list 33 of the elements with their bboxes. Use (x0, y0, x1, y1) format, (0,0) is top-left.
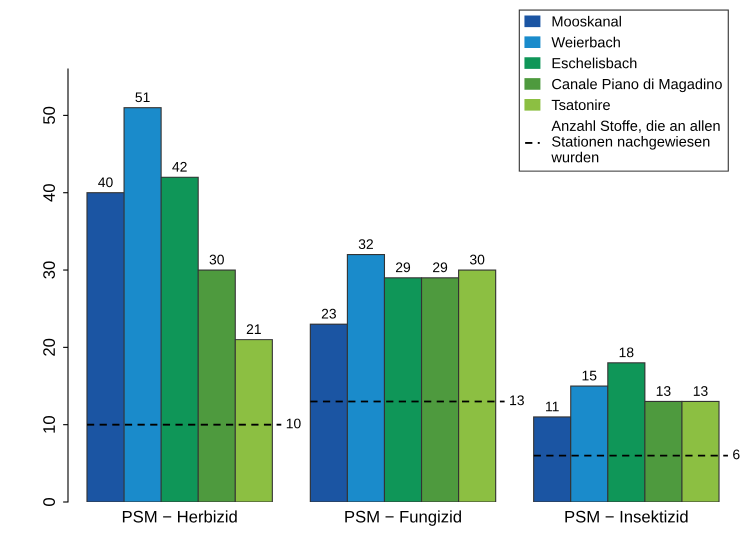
y-tick-label: 10 (43, 416, 55, 433)
data-label: 29 (396, 262, 410, 272)
data-label: 11 (546, 402, 559, 412)
legend-label: Canale Piano di Magadino (552, 78, 722, 92)
data-label: 42 (172, 162, 187, 172)
data-label: 40 (98, 177, 113, 188)
data-label: 32 (358, 239, 373, 250)
data-label: 21 (246, 324, 261, 334)
data-label: 30 (470, 254, 484, 265)
y-tick-label: 0 (43, 498, 55, 506)
data-label: 15 (582, 370, 596, 380)
legend-label: Weierbach (551, 36, 620, 48)
legend-label: Mooskanal (552, 16, 621, 27)
x-tick-label: PSM − Fungizid (345, 510, 461, 526)
annotation: Anzahl Stoffe, die an allen Stationen nachgewiesen wurden (551, 120, 720, 162)
data-label: 30 (210, 254, 224, 265)
y-tick-label: 50 (43, 106, 55, 124)
data-label: 23 (322, 308, 336, 319)
data-label: 13 (656, 386, 671, 396)
ref-line-label: 13 (510, 395, 524, 406)
x-tick-label: PSM − Insektizid (565, 510, 688, 523)
data-label: 51 (135, 92, 150, 102)
legend-label: Tsatonire (552, 99, 610, 110)
ref-line-label: 6 (733, 450, 740, 460)
y-tick-label: 30 (43, 261, 55, 279)
data-label: 18 (620, 347, 634, 358)
data-label: 29 (433, 262, 448, 272)
x-tick-label: PSM − Herbizid (122, 510, 237, 523)
y-tick-label: 20 (43, 338, 55, 356)
data-label: 13 (694, 386, 708, 396)
y-tick-label: 40 (43, 184, 55, 202)
legend-label: Eschelisbach (552, 58, 636, 68)
ref-line-label: 10 (286, 418, 301, 428)
